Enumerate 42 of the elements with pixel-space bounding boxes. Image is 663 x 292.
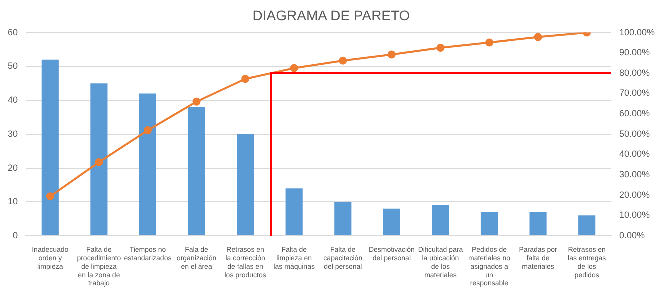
bar (42, 60, 59, 236)
y-tick-label: 60 (8, 27, 18, 38)
bar (530, 212, 547, 236)
y-tick-label: 20 (8, 162, 18, 173)
point (46, 192, 54, 201)
y2-tick-label: 0.00% (619, 230, 645, 240)
bar (188, 107, 206, 236)
y-tick-label: 40 (8, 95, 18, 106)
bar (432, 206, 450, 236)
y-tick-label: 30 (8, 128, 18, 139)
point (290, 64, 298, 72)
y-tick-label: 10 (8, 196, 18, 207)
point (436, 44, 445, 52)
y2-tick-label: 60.00% (619, 108, 650, 119)
y2-tick-label: 80.00% (619, 68, 650, 78)
bar (334, 202, 352, 236)
bar (480, 212, 498, 236)
bar (578, 216, 596, 236)
point (144, 126, 152, 135)
y2-tick-label: 100.00% (619, 27, 655, 38)
point (339, 56, 348, 65)
bar (237, 134, 254, 236)
chart-title: DIAGRAMA DE PARETO (252, 7, 410, 24)
y2-tick-label: 10.00% (619, 210, 650, 220)
y2-tick-label: 90.00% (619, 48, 650, 58)
y2-tick-label: 30.00% (619, 170, 650, 180)
y-tick-label: 50 (8, 61, 18, 72)
point (242, 75, 250, 84)
y2-tick-label: 70.00% (619, 88, 650, 98)
bar (139, 94, 157, 236)
point (534, 33, 542, 42)
point (486, 38, 494, 47)
point (95, 158, 104, 166)
y2-tick-label: 20.00% (619, 190, 650, 200)
point (388, 50, 396, 59)
y2-tick-label: 50.00% (619, 128, 650, 139)
y-tick-label: 0 (12, 230, 18, 240)
point (192, 98, 201, 106)
bar (383, 208, 400, 236)
bar (286, 188, 303, 236)
y2-tick-label: 40.00% (619, 149, 650, 160)
bar (90, 84, 108, 236)
